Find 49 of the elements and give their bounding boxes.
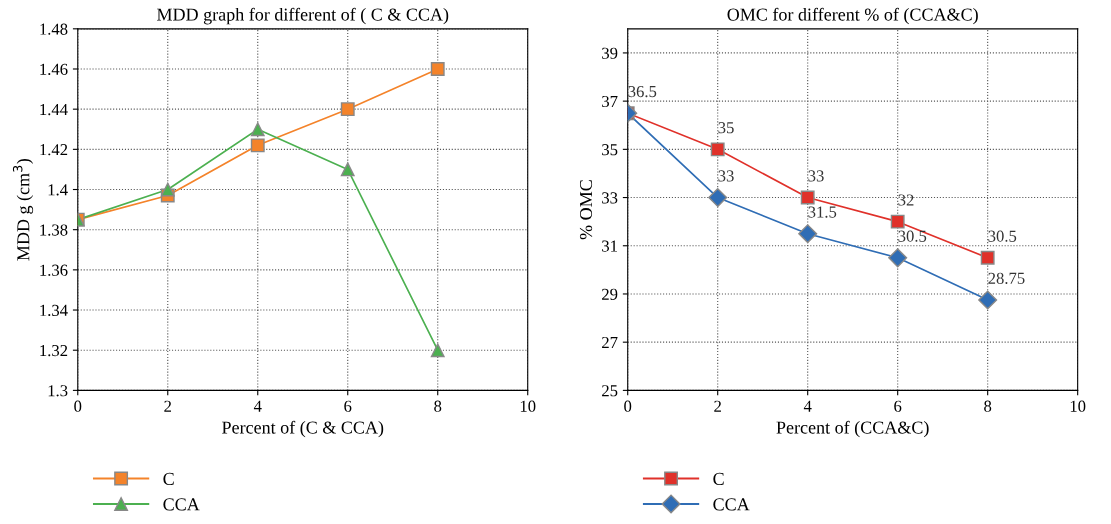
y-tick-label: 29: [602, 288, 618, 300]
x-tick-label: 4: [253, 400, 262, 412]
y-tick-label: 1.38: [40, 224, 68, 236]
x-tick-label: 2: [714, 400, 721, 412]
y-tick-label: 1.36: [40, 264, 68, 276]
y-tick-label: 1.3: [48, 385, 68, 397]
legend-label: C: [713, 472, 724, 485]
y-tick-label: 1.42: [40, 144, 68, 156]
x-tick-label: 6: [344, 400, 352, 412]
y-tick-label: 1.34: [40, 304, 68, 317]
data-label: 35: [718, 122, 734, 134]
y-tick-label: 1.44: [40, 103, 68, 116]
chart-title: OMC for different % of (CCA&C): [727, 7, 978, 25]
y-tick-label: 35: [602, 144, 618, 156]
y-axis-title: MDD g (cm$^{3}$): [12, 158, 34, 261]
x-tick-label: 0: [624, 400, 632, 412]
x-tick-label: 2: [164, 400, 172, 412]
y-axis-title: % OMC: [579, 180, 593, 240]
x-axis-title: Percent of (CCA&C): [776, 420, 929, 438]
data-label: 30.5: [988, 230, 1017, 242]
data-label: 33: [718, 170, 734, 182]
data-label: 33: [808, 170, 824, 182]
y-tick-label: 1.4: [48, 184, 68, 196]
x-tick-label: 10: [1070, 400, 1086, 412]
legend-label: C: [163, 472, 174, 485]
y-tick-label: 25: [602, 385, 618, 397]
data-label: 31.5: [808, 206, 837, 218]
y-tick-label: 39: [602, 47, 618, 59]
y-tick-label: 37: [602, 95, 618, 108]
y-tick-label: 33: [602, 192, 618, 204]
x-tick-label: 4: [803, 400, 812, 412]
x-tick-label: 6: [894, 400, 902, 412]
x-tick-label: 0: [74, 400, 82, 412]
y-tick-label: 27: [602, 336, 618, 348]
y-tick-label: 1.46: [40, 63, 68, 76]
legend-label: CCA: [163, 498, 200, 511]
legend-label: CCA: [713, 498, 750, 511]
x-tick-label: 8: [984, 400, 992, 412]
data-label: 36.5: [628, 85, 657, 98]
x-axis-title: Percent of (C & CCA): [222, 420, 384, 438]
x-tick-label: 10: [520, 400, 536, 412]
data-label: 28.75: [988, 272, 1025, 285]
x-tick-label: 8: [434, 400, 442, 412]
y-tick-label: 1.32: [40, 344, 68, 357]
y-tick-label: 1.48: [40, 23, 68, 35]
chart-title: MDD graph for different of ( C & CCA): [157, 7, 449, 25]
data-label: 32: [898, 194, 914, 206]
y-tick-label: 31: [602, 240, 617, 252]
data-label: 30.5: [898, 230, 927, 242]
